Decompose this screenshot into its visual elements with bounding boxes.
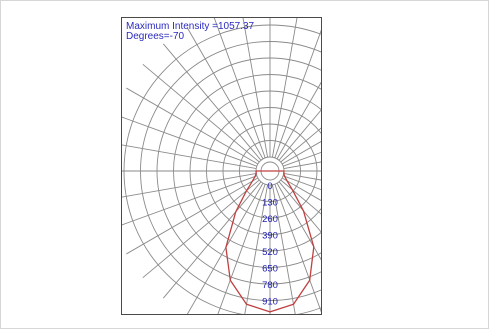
grid-spoke — [276, 81, 321, 160]
grid-spoke — [162, 43, 262, 161]
grid-spoke — [122, 116, 257, 167]
polar-chart-panel: 0 130 260 390 520 650 780 910 1040 Maximum Inten… — [121, 17, 322, 315]
grid-spoke — [278, 181, 321, 233]
radial-tick-labels: 0 130 260 390 520 650 780 910 1040 — [259, 181, 280, 314]
grid-spoke — [122, 175, 257, 226]
grid-spoke — [280, 179, 321, 215]
grid-spoke — [274, 29, 321, 158]
grid-spoke — [162, 181, 262, 299]
radial-tick-label: 0 — [267, 181, 272, 192]
polar-chart: 0 130 260 390 520 650 780 910 1040 — [122, 18, 321, 314]
grid-spoke — [281, 177, 321, 201]
intensity-curve — [225, 170, 315, 313]
radial-tick-label: 910 — [262, 297, 278, 308]
grid-spoke — [142, 179, 260, 279]
grid-spoke — [280, 127, 321, 163]
grid-spoke — [278, 109, 321, 161]
grid-spoke — [122, 144, 257, 170]
grid-spoke — [244, 184, 269, 314]
polar-grid — [122, 18, 321, 314]
grid-spoke — [283, 172, 321, 181]
radial-tick-label: 260 — [262, 214, 278, 225]
grid-spoke — [213, 18, 266, 158]
grid-spoke — [283, 151, 321, 167]
max-intensity-label: Maximum Intensity =1057.37 — [126, 21, 255, 32]
radial-tick-label: 390 — [262, 231, 278, 242]
degrees-label: Degrees=-70 — [126, 31, 185, 42]
chart-info: Maximum Intensity =1057.37 Degrees=-70 — [126, 22, 254, 42]
grid-spoke — [283, 161, 321, 170]
grid-spoke — [186, 27, 264, 160]
grid-spoke — [271, 184, 296, 314]
radial-tick-label: 1040 — [259, 313, 280, 314]
grid-spoke — [281, 141, 321, 165]
grid-spoke — [142, 63, 260, 163]
grid-spoke — [126, 177, 259, 255]
grid-spoke — [186, 182, 264, 314]
radial-tick-label: 520 — [262, 247, 278, 258]
grid-spoke — [276, 182, 321, 261]
radial-tick-label: 780 — [262, 280, 278, 291]
grid-spoke — [274, 184, 321, 313]
grid-spoke — [242, 18, 269, 158]
grid-spoke — [283, 175, 321, 191]
radial-tick-label: 650 — [262, 264, 278, 275]
grid-spoke — [217, 184, 266, 314]
grid-spoke — [271, 18, 298, 158]
series-layer — [225, 170, 315, 313]
grid-spoke — [122, 172, 257, 198]
radial-tick-label: 130 — [262, 198, 278, 209]
grid-spoke — [126, 87, 259, 165]
